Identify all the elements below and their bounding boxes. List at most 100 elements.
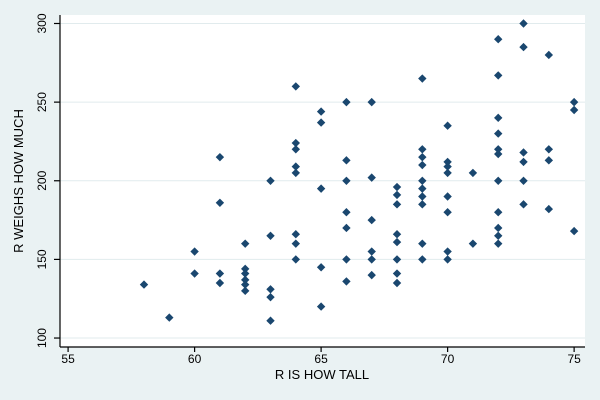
data-point-marker [418,239,427,248]
data-point-marker [494,145,503,154]
data-point-marker [494,113,503,123]
data-point-marker [443,157,452,167]
data-point-marker [443,168,452,178]
data-point-marker [367,215,376,225]
data-point-marker [241,275,250,285]
x-axis-title: R IS HOW TALL [275,367,369,382]
data-point-marker [418,200,427,209]
data-point-marker [569,105,579,115]
data-point-marker [468,239,478,248]
data-point-marker [544,156,554,165]
data-point-marker [165,313,174,322]
data-point-marker [544,204,554,214]
data-point-marker [316,302,326,311]
data-point-marker [316,118,326,127]
data-point-marker [190,269,199,278]
data-point-marker [367,247,376,256]
data-point-marker [241,280,250,289]
data-point-marker [418,74,427,83]
data-point-marker [392,269,402,278]
data-point-marker [241,239,250,248]
data-point-marker [266,176,275,185]
data-point-marker [519,42,528,52]
y-tick-label: 300 [35,13,49,33]
data-point-marker [468,168,478,178]
data-point-marker [443,121,452,130]
data-point-marker [392,278,402,288]
data-point-marker [342,223,351,233]
data-point-marker [494,71,503,80]
data-point-marker [291,145,301,154]
x-axis-ticks: 55 60 65 70 75 [61,347,581,366]
data-point-marker [418,145,427,154]
data-point-marker [241,264,250,274]
data-point-marker [291,230,301,239]
x-tick-label: 75 [567,352,581,366]
data-point-marker [190,247,199,256]
x-tick-label: 65 [314,352,328,366]
data-point-marker [215,152,225,162]
y-tick-label: 150 [35,249,49,269]
y-axis-ticks: 100 150 200 250 300 [35,13,60,348]
data-point-marker [418,255,427,264]
data-point-marker [266,231,275,241]
data-point-marker [443,192,452,201]
data-point-marker [494,176,503,185]
data-point-marker [494,208,503,217]
data-point-marker [392,182,402,192]
data-point-marker [367,255,376,264]
x-tick-label: 70 [441,352,455,366]
y-tick-label: 100 [35,328,49,348]
data-point-marker [367,173,376,182]
data-point-marker [316,184,326,193]
y-axis-title: R WEIGHS HOW MUCH [11,109,26,253]
data-point-marker [418,176,427,185]
data-point-marker [443,162,452,171]
data-point-marker [418,192,427,201]
data-point-marker [215,198,225,207]
data-point-marker [367,97,376,107]
data-point-marker [266,292,275,302]
data-point-marker [494,35,503,44]
data-point-marker [392,230,402,239]
data-point-marker [291,82,301,91]
data-point-marker [215,278,225,288]
data-point-marker [494,231,503,241]
data-point-marker [392,237,402,247]
data-point-marker [241,286,250,296]
data-point-marker [443,255,452,264]
y-tick-label: 250 [35,92,49,112]
data-point-marker [291,168,301,178]
data-point-marker [342,97,351,107]
data-point-marker [139,280,149,289]
data-point-marker [494,223,503,233]
data-point-marker [266,316,275,325]
data-point-marker [342,255,351,264]
data-point-marker [519,148,528,157]
data-point-marker [519,19,528,28]
data-point-marker [316,263,326,272]
data-point-marker [418,160,427,170]
data-point-marker [519,176,528,185]
data-point-marker [367,270,376,280]
data-points [139,19,579,325]
data-point-marker [443,208,452,217]
data-point-marker [291,162,301,171]
data-point-marker [266,285,275,294]
x-tick-label: 55 [61,352,75,366]
data-point-marker [342,208,351,217]
data-point-marker [392,200,402,209]
data-point-marker [443,247,452,256]
data-point-marker [215,269,225,278]
data-point-marker [241,269,250,278]
data-point-marker [519,157,528,167]
data-point-marker [392,190,402,200]
data-point-marker [569,97,579,107]
data-point-marker [418,184,427,193]
data-point-marker [544,145,554,154]
data-point-marker [418,152,427,162]
data-point-marker [291,239,301,248]
data-point-marker [544,50,554,60]
